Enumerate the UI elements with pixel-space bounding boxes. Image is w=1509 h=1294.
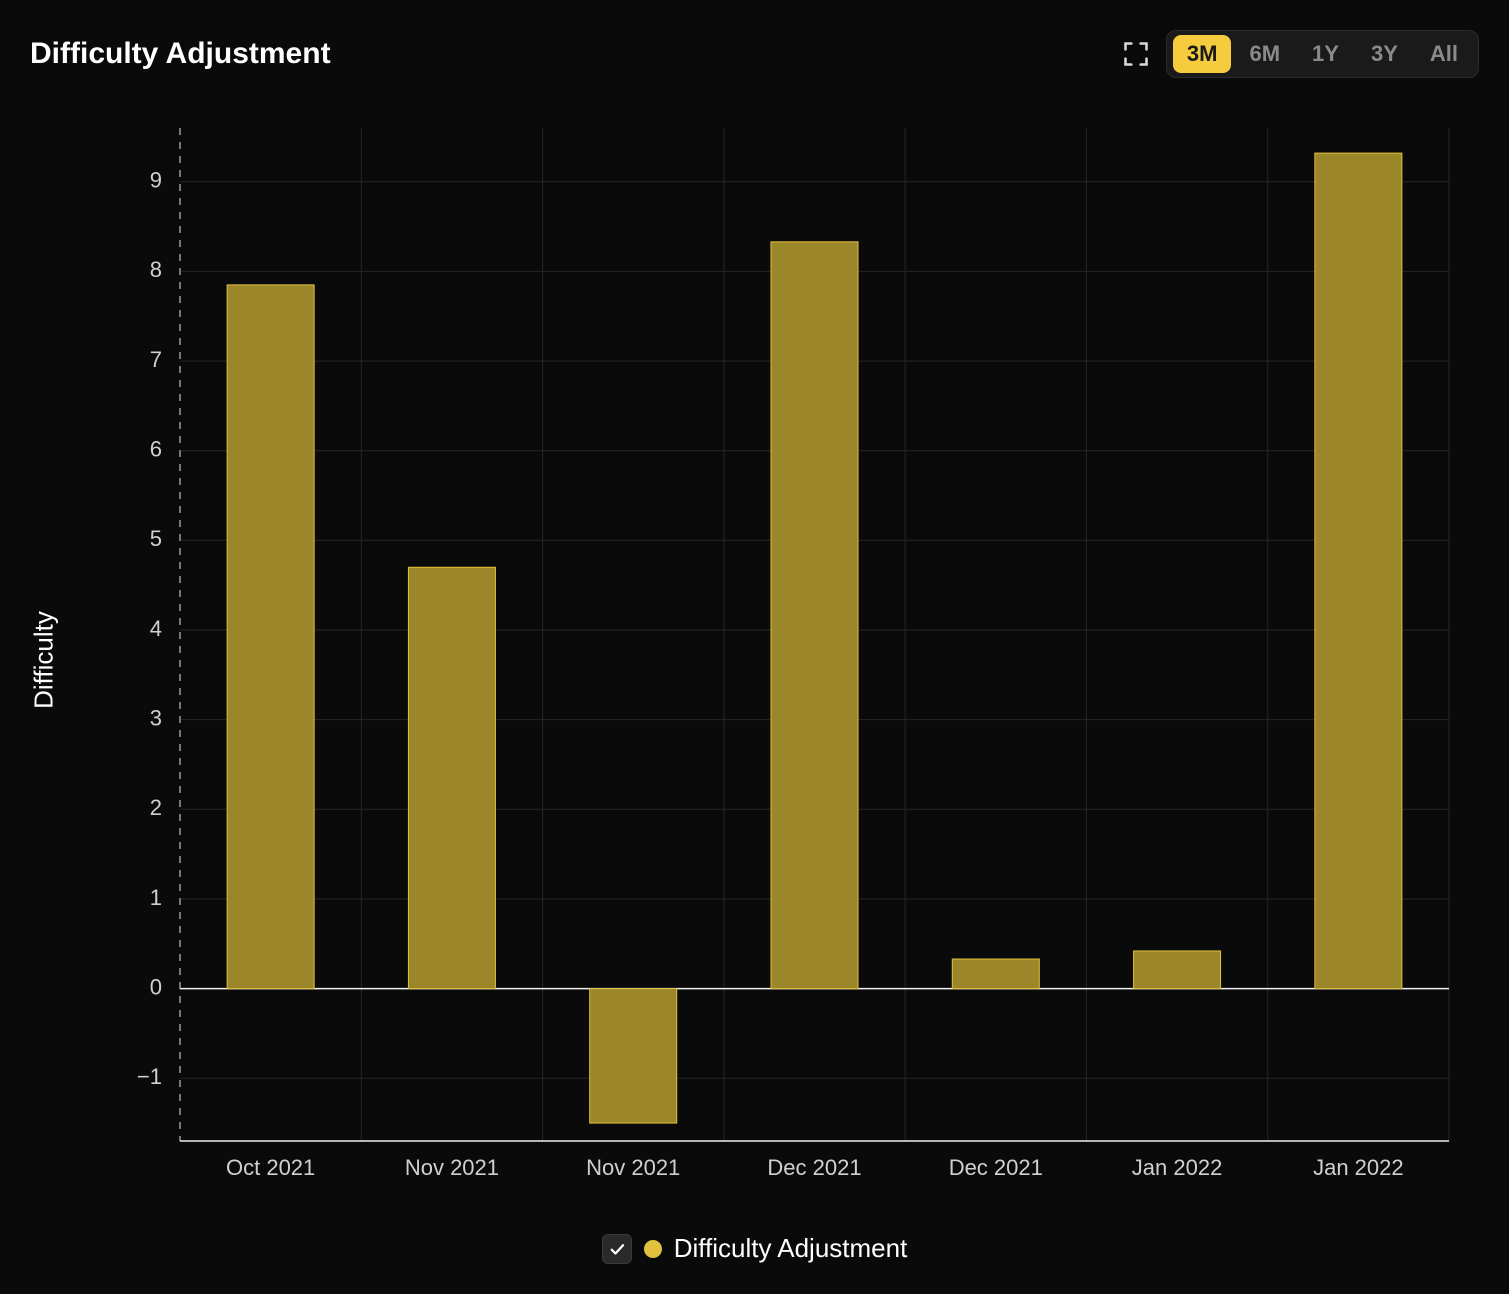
svg-text:0: 0 [150, 974, 162, 999]
bar[interactable] [227, 285, 314, 989]
svg-text:5: 5 [150, 526, 162, 551]
bar[interactable] [1134, 951, 1221, 989]
chart-legend: Difficulty Adjustment [30, 1211, 1479, 1274]
range-btn-all[interactable]: All [1416, 35, 1472, 73]
svg-text:−1: −1 [137, 1064, 162, 1089]
svg-text:8: 8 [150, 257, 162, 282]
chart-container: Difficulty −1 0 1 2 3 4 5 6 7 8 9 Oct 2021 Nov 2021 N… [30, 108, 1479, 1211]
range-btn-3y[interactable]: 3Y [1357, 35, 1412, 73]
panel-header: Difficulty Adjustment 3M6M1Y3YAll [30, 30, 1479, 78]
svg-text:9: 9 [150, 168, 162, 193]
legend-checkbox[interactable] [602, 1234, 632, 1264]
bar[interactable] [408, 567, 495, 988]
svg-text:4: 4 [150, 616, 162, 641]
expand-icon[interactable] [1122, 40, 1150, 68]
svg-text:Jan 2022: Jan 2022 [1313, 1155, 1404, 1180]
bar[interactable] [952, 959, 1039, 989]
time-range-selector: 3M6M1Y3YAll [1166, 30, 1479, 78]
range-btn-6m[interactable]: 6M [1235, 35, 1294, 73]
svg-text:6: 6 [150, 437, 162, 462]
svg-text:Oct 2021: Oct 2021 [226, 1155, 315, 1180]
svg-text:Dec 2021: Dec 2021 [767, 1155, 861, 1180]
svg-text:Nov 2021: Nov 2021 [586, 1155, 680, 1180]
svg-text:Jan 2022: Jan 2022 [1132, 1155, 1223, 1180]
svg-text:Dec 2021: Dec 2021 [949, 1155, 1043, 1180]
bar-chart: −1 0 1 2 3 4 5 6 7 8 9 Oct 2021 Nov 2021 Nov 2021 Dec … [30, 108, 1479, 1211]
chart-panel: Difficulty Adjustment 3M6M1Y3YAll Diffic… [0, 0, 1509, 1294]
svg-text:2: 2 [150, 795, 162, 820]
y-axis-title: Difficulty [29, 611, 60, 709]
range-btn-3m[interactable]: 3M [1173, 35, 1232, 73]
svg-text:3: 3 [150, 705, 162, 730]
svg-text:1: 1 [150, 885, 162, 910]
panel-controls: 3M6M1Y3YAll [1122, 30, 1479, 78]
legend-label: Difficulty Adjustment [674, 1233, 908, 1264]
bar[interactable] [1315, 153, 1402, 989]
bar[interactable] [771, 242, 858, 989]
bar[interactable] [590, 989, 677, 1123]
svg-text:Nov 2021: Nov 2021 [405, 1155, 499, 1180]
legend-marker-icon [644, 1240, 662, 1258]
svg-text:7: 7 [150, 347, 162, 372]
panel-title: Difficulty Adjustment [30, 37, 331, 71]
range-btn-1y[interactable]: 1Y [1298, 35, 1353, 73]
